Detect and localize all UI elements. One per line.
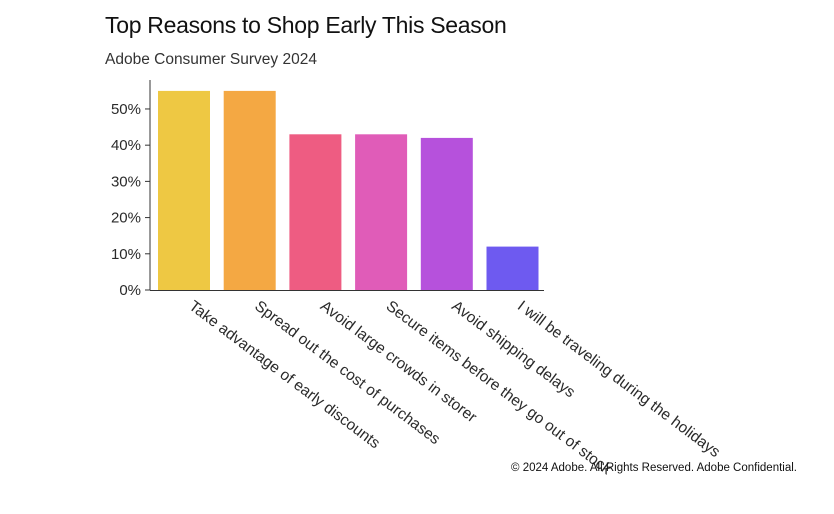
bar	[355, 134, 408, 290]
y-tick-label: 0%	[119, 282, 141, 299]
y-tick-label: 10%	[111, 246, 141, 263]
bar	[223, 90, 276, 291]
bar	[158, 90, 210, 291]
y-tick-label: 40%	[111, 137, 141, 154]
x-tick-label: Avoid shipping delays	[448, 298, 578, 402]
y-tick-label: 20%	[111, 210, 141, 227]
y-tick-label: 30%	[111, 173, 141, 190]
x-tick-label: Secure items before they go out of stock	[383, 298, 615, 479]
bar	[420, 137, 473, 290]
chart-title: Top Reasons to Shop Early This Season	[105, 12, 507, 38]
bar	[486, 246, 539, 290]
y-tick-label: 50%	[111, 101, 141, 118]
bar	[289, 134, 342, 290]
copyright-footer: © 2024 Adobe. All Rights Reserved. Adobe…	[511, 462, 797, 474]
chart-subtitle: Adobe Consumer Survey 2024	[105, 51, 317, 68]
